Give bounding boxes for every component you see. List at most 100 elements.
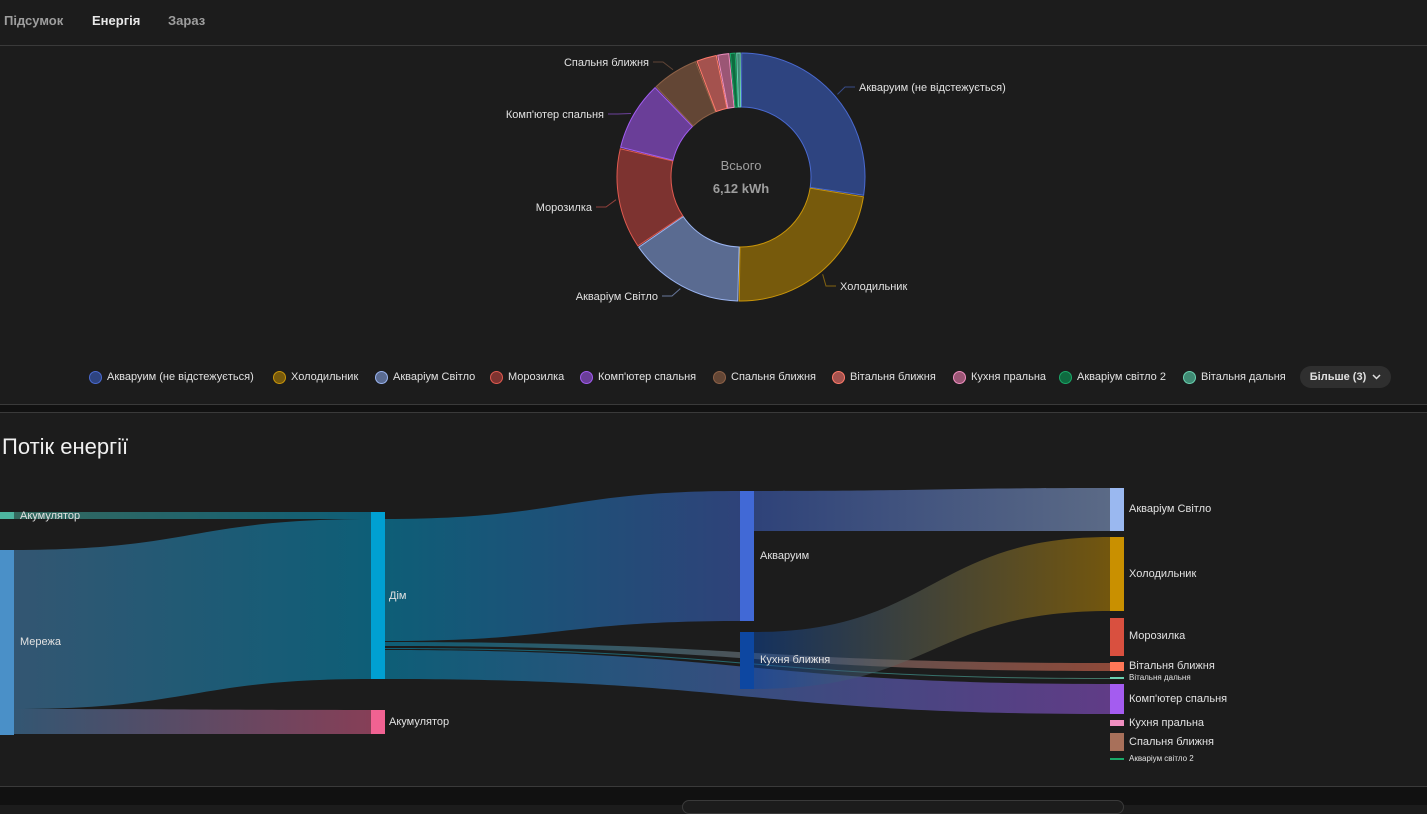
legend-color-dot (375, 370, 388, 384)
donut-slice-label: Комп'ютер спальня (506, 109, 604, 121)
sankey-link[interactable] (754, 488, 1110, 531)
legend-item[interactable]: Холодильник (273, 366, 358, 388)
donut-label-line (662, 288, 681, 297)
legend-item[interactable]: Кухня пральна (953, 366, 1046, 388)
donut-center-label: Всього (721, 158, 762, 173)
sankey-node-label: Вітальня ближня (1129, 660, 1215, 672)
legend-label: Холодильник (291, 371, 359, 383)
tab-energy[interactable]: Енергія (92, 13, 141, 28)
legend-label: Акваріум світло 2 (1077, 371, 1166, 383)
donut-slice[interactable] (696, 54, 728, 113)
donut-center-value: 6,12 kWh (713, 181, 769, 196)
sankey-node[interactable] (1110, 758, 1124, 760)
sankey-node-label: Акумулятор (20, 510, 80, 522)
legend-item[interactable]: Акваруим (не відстежується) (89, 366, 254, 388)
donut-slice-label: Акваруим (не відстежується) (859, 82, 1006, 94)
legend-item[interactable]: Морозилка (490, 366, 564, 388)
legend-color-dot (89, 370, 102, 384)
legend-color-dot (953, 370, 966, 384)
sankey-node[interactable] (1110, 733, 1124, 751)
donut-slice[interactable] (638, 215, 740, 302)
legend-color-dot (832, 370, 845, 384)
sankey-link[interactable] (14, 709, 371, 734)
legend-more-label: Більше (3) (1309, 371, 1367, 383)
sankey-node-label: Акваріум світло 2 (1129, 754, 1194, 763)
chevron-down-icon (1372, 372, 1381, 382)
sankey-link[interactable] (14, 519, 371, 709)
sankey-node-label: Морозилка (1129, 630, 1186, 642)
legend-more-button[interactable]: Більше (3) (1300, 366, 1391, 388)
legend-color-dot (490, 370, 503, 384)
sankey-node[interactable] (371, 512, 385, 679)
sankey-node[interactable] (1110, 537, 1124, 611)
legend-item[interactable]: Вітальня дальня (1183, 366, 1286, 388)
sankey-node-label: Вітальня дальня (1129, 673, 1191, 682)
sankey-node[interactable] (1110, 720, 1124, 726)
sankey-node[interactable] (1110, 677, 1124, 679)
chart-legend: Акваруим (не відстежується) Холодильник Ак… (0, 366, 1427, 390)
legend-label: Акваріум Світло (393, 371, 476, 383)
tab-now[interactable]: Зараз (168, 13, 206, 28)
legend-color-dot (713, 370, 726, 384)
sankey-node[interactable] (0, 550, 14, 735)
legend-color-dot (580, 370, 593, 384)
tab-bar: Підсумок Енергія Зараз (0, 0, 1427, 46)
legend-item[interactable]: Комп'ютер спальня (580, 366, 696, 388)
donut-slice[interactable] (620, 86, 694, 161)
donut-slice-label: Холодильник (840, 281, 907, 293)
bottom-area (0, 787, 1427, 814)
donut-chart: Акваруим (не відстежується) Холодильник Ак… (506, 52, 1006, 303)
sankey-node-label: Акваруим (760, 550, 809, 562)
donut-slice[interactable] (717, 53, 735, 109)
donut-slice[interactable] (738, 187, 864, 302)
sankey-node-label: Кухня ближня (760, 654, 830, 666)
donut-slice-label: Морозилка (536, 202, 593, 214)
sankey-link[interactable] (14, 512, 371, 519)
donut-label-line (596, 199, 617, 208)
donut-slice[interactable] (736, 52, 742, 108)
donut-slice[interactable] (655, 60, 716, 127)
legend-label: Вітальня дальня (1201, 371, 1286, 383)
legend-color-dot (273, 370, 286, 384)
donut-slice-label: Акваріум Світло (576, 291, 658, 303)
donut-label-line (822, 274, 836, 287)
energy-flow-card: Акумулятор Мережа Дім Акумулятор Акваруим Кух… (0, 413, 1427, 787)
legend-label: Спальня ближня (731, 371, 817, 383)
card-separator (0, 405, 1427, 413)
sankey-node-label: Дім (389, 590, 406, 602)
legend-label: Вітальня ближня (850, 371, 936, 383)
donut-slice[interactable] (740, 52, 866, 196)
legend-label: Комп'ютер спальня (598, 371, 697, 383)
legend-item[interactable]: Вітальня ближня (832, 366, 936, 388)
legend-color-dot (1059, 370, 1072, 384)
donut-slice[interactable] (729, 52, 739, 108)
sankey-node-label: Комп'ютер спальня (1129, 693, 1227, 705)
bottom-panel (682, 800, 1124, 814)
sankey-node-label: Кухня пральна (1129, 717, 1205, 729)
sankey-chart: Акумулятор Мережа Дім Акумулятор Акваруим Кух… (0, 488, 1227, 763)
donut-label-line (653, 61, 674, 71)
sankey-node[interactable] (1110, 662, 1124, 671)
legend-item[interactable]: Спальня ближня (713, 366, 816, 388)
sankey-node[interactable] (1110, 488, 1124, 531)
sankey-node[interactable] (371, 710, 385, 734)
legend-label: Акваруим (не відстежується) (107, 371, 254, 383)
sankey-link[interactable] (754, 537, 1110, 689)
sankey-node[interactable] (740, 491, 754, 621)
donut-slice[interactable] (616, 148, 684, 247)
legend-label: Кухня пральна (971, 371, 1047, 383)
sankey-node[interactable] (1110, 684, 1124, 714)
sankey-node[interactable] (0, 512, 14, 519)
legend-item[interactable]: Акваріум світло 2 (1059, 366, 1166, 388)
sankey-node-label: Спальня ближня (1129, 736, 1214, 748)
legend-color-dot (1183, 370, 1196, 384)
sankey-node-label: Мережа (20, 636, 62, 648)
sankey-link[interactable] (385, 491, 740, 641)
flow-title: Потік енергії (2, 434, 129, 459)
sankey-node[interactable] (740, 632, 754, 689)
sankey-node[interactable] (1110, 618, 1124, 656)
legend-item[interactable]: Акваріум Світло (375, 366, 475, 388)
tab-summary[interactable]: Підсумок (4, 13, 64, 28)
donut-label-line (608, 113, 632, 115)
legend-label: Морозилка (508, 371, 565, 383)
